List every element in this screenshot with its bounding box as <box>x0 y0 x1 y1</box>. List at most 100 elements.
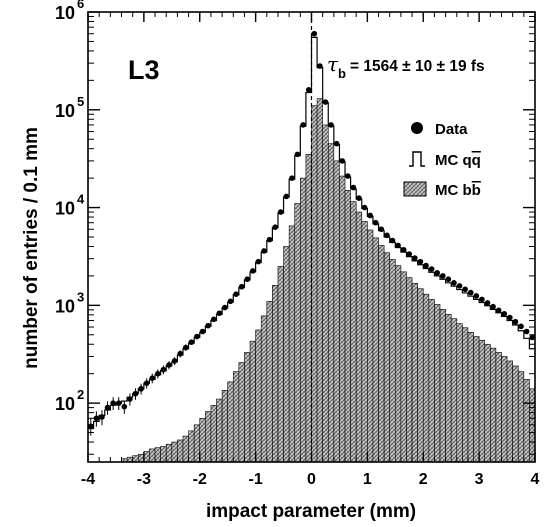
data-point <box>177 350 183 357</box>
mc-bb-bin <box>495 352 502 463</box>
data-point <box>400 246 407 253</box>
data-point <box>311 30 318 37</box>
lifetime-value: = 1564 ± 10 ± 19 fs <box>350 58 485 75</box>
data-point <box>194 333 200 340</box>
data-point <box>115 400 122 406</box>
data-point <box>440 273 446 279</box>
data-point <box>467 289 474 296</box>
data-point <box>244 276 251 283</box>
mc-bb-bin <box>406 277 413 463</box>
x-axis-label: impact parameter (mm) <box>206 501 416 522</box>
data-point <box>406 251 413 257</box>
data-point <box>495 307 502 314</box>
data-point <box>367 212 373 219</box>
mc-bb-bin <box>389 259 396 463</box>
data-point <box>523 328 530 335</box>
mc-bb-bin <box>165 443 173 463</box>
mc-bb-bin <box>227 381 234 463</box>
data-point <box>317 63 323 69</box>
mc-bb-bin <box>188 430 195 463</box>
data-point <box>456 283 463 289</box>
data-point <box>182 344 189 351</box>
data-point <box>484 300 491 306</box>
data-point <box>166 362 172 368</box>
data-point <box>384 232 390 239</box>
data-point <box>283 193 290 200</box>
legend-mc-bb-label: MC bb <box>435 182 481 199</box>
y-tick-label: 10 <box>55 394 75 414</box>
data-point <box>104 404 111 411</box>
data-point <box>322 99 329 105</box>
data-point <box>277 209 284 215</box>
data-point <box>272 224 278 230</box>
data-point <box>199 328 206 335</box>
y-tick-label: 10 <box>55 296 75 316</box>
tau-symbol: τ <box>327 52 339 76</box>
data-point <box>451 280 457 286</box>
data-points <box>87 30 536 436</box>
data-point <box>378 226 385 233</box>
mc-bb-bin <box>484 343 491 463</box>
mc-bb-bin <box>378 245 385 463</box>
x-tick-label: -1 <box>249 471 263 488</box>
x-axis: -4 -3 -2 -1 0 1 2 3 4 <box>81 12 540 488</box>
mc-bb-bin <box>260 315 268 463</box>
x-tick-label: -3 <box>137 471 151 488</box>
data-point <box>423 262 429 269</box>
y-tick-exponent: 4 <box>77 192 85 207</box>
legend-data-label: Data <box>435 121 468 138</box>
mc-bb-bin <box>327 143 335 463</box>
mc-bb-bin <box>450 318 458 463</box>
data-point <box>227 298 234 305</box>
mc-bb-bin <box>216 398 223 463</box>
mc-bb-bin <box>316 98 323 463</box>
data-point <box>501 310 508 317</box>
data-point <box>110 400 116 406</box>
y-tick-label: 10 <box>55 101 75 121</box>
data-point <box>143 380 150 386</box>
mc-bb-bin <box>344 190 351 463</box>
data-point <box>305 87 312 93</box>
data-point <box>328 122 334 128</box>
mc-bb-bin <box>372 237 379 463</box>
mc-bb-histogram <box>121 98 536 463</box>
data-point <box>350 184 357 191</box>
mc-bb-bin <box>149 448 156 463</box>
mc-bb-bin <box>177 439 184 463</box>
legend-mc-bb-marker <box>403 181 427 197</box>
data-point <box>160 366 167 373</box>
data-point <box>490 303 496 310</box>
data-point <box>222 304 228 311</box>
y-tick-label: 10 <box>55 199 75 219</box>
mc-bb-bin <box>238 362 245 463</box>
mc-bb-bin <box>182 435 189 463</box>
x-tick-label: 3 <box>475 471 484 488</box>
data-point <box>255 258 262 265</box>
legend-mc-bb-bar-char: b <box>472 182 481 199</box>
mc-bb-bin <box>272 285 279 463</box>
legend-mc-qq-bar-char: q <box>472 152 481 169</box>
legend-mc-qq-label: MC qq <box>435 152 481 169</box>
mc-bb-bin <box>132 455 139 463</box>
mc-bb-bin <box>529 388 536 463</box>
mc-bb-bin <box>143 451 150 463</box>
data-point <box>138 386 144 392</box>
y-tick-exponent: 2 <box>77 387 84 402</box>
mc-bb-bin <box>361 221 368 463</box>
mc-bb-bin <box>249 340 256 463</box>
mc-bb-bin <box>350 201 357 463</box>
legend-mc-qq-marker <box>409 151 425 167</box>
mc-bb-bin <box>523 379 530 463</box>
mc-bb-bin <box>400 271 407 463</box>
data-point <box>395 242 401 249</box>
mc-bb-bin <box>417 288 424 463</box>
mc-bb-bin <box>439 309 446 463</box>
data-point <box>512 318 519 325</box>
data-point <box>389 237 396 244</box>
data-point <box>93 415 100 422</box>
mc-bb-bin <box>462 327 469 463</box>
data-point <box>155 370 161 377</box>
data-point <box>372 219 379 226</box>
data-point <box>417 258 424 265</box>
